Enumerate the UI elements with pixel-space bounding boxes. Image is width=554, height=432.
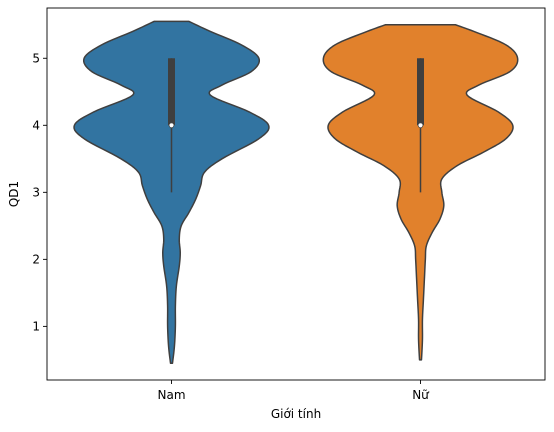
violin-body-Nữ xyxy=(322,24,519,361)
violin-iqr-box xyxy=(417,58,424,126)
y-axis: 1 2 3 4 5 xyxy=(32,51,47,333)
y-tick-label: 2 xyxy=(32,252,40,266)
x-tick-label: Nữ xyxy=(412,388,430,402)
plot-frame xyxy=(46,7,546,381)
y-axis-label: QD1 xyxy=(7,181,21,207)
violin-iqr-box xyxy=(168,58,175,126)
violin-median-dot xyxy=(417,122,424,128)
x-tick-label: Nam xyxy=(157,388,185,402)
violin-median-dot xyxy=(168,122,175,128)
x-axis: Nam Nữ xyxy=(157,380,430,402)
violin-body-Nam xyxy=(73,20,270,364)
y-tick-label: 1 xyxy=(32,319,40,333)
violin-layer xyxy=(73,20,519,364)
y-tick-label: 3 xyxy=(32,185,40,199)
y-tick-label: 4 xyxy=(32,118,40,132)
x-axis-label: Giới tính xyxy=(271,407,321,421)
y-tick-label: 5 xyxy=(32,51,40,65)
